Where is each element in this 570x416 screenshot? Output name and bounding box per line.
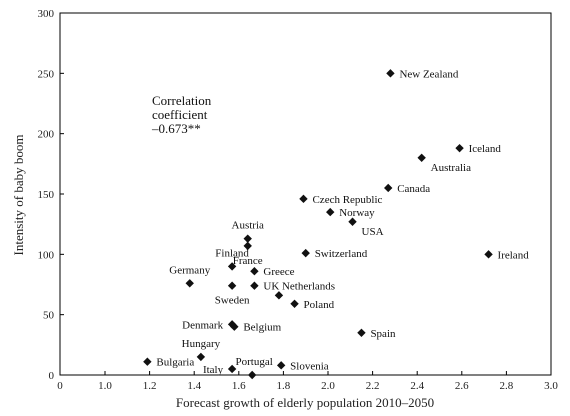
point-label: Czech Republic (312, 194, 382, 206)
data-point (301, 248, 310, 258)
x-tick-label: 2.0 (321, 380, 335, 392)
data-point (243, 241, 252, 251)
data-point (276, 361, 286, 370)
point-label: Slovenia (290, 360, 329, 372)
axes: 0 1.0 1.2 1.4 1.6 1.8 2.0 2.2 2.4 2.6 2.8 3.0 0 50 100… (38, 8, 559, 392)
y-tick-label: 250 (38, 68, 55, 80)
data-point (250, 281, 259, 290)
data-point (455, 143, 464, 153)
point-label: Bulgaria (156, 357, 194, 369)
x-tick-label: 1.0 (98, 380, 112, 392)
x-tick-label: 1.6 (232, 380, 246, 392)
data-point (348, 217, 357, 226)
point-label: Australia (431, 162, 471, 174)
point-label: Switzerland (315, 248, 368, 260)
data-point (243, 234, 252, 243)
y-tick-label: 50 (43, 310, 55, 322)
point-label: Netherlands (282, 280, 335, 292)
x-tick-label: 2.6 (455, 380, 469, 392)
point-label: Belgium (243, 322, 281, 334)
data-point (290, 299, 299, 309)
data-point (227, 281, 237, 290)
data-point (484, 250, 493, 259)
x-tick-label: 1.8 (277, 380, 291, 392)
data-point (143, 357, 152, 366)
y-tick-label: 200 (38, 129, 55, 141)
point-label: New Zealand (399, 68, 458, 80)
point-label: Austria (232, 220, 265, 232)
data-point (227, 364, 237, 374)
data-point (230, 322, 239, 331)
y-tick-label: 0 (49, 370, 55, 382)
x-tick-label: 2.2 (366, 380, 380, 392)
data-point (185, 279, 194, 288)
point-label: Finland (215, 247, 249, 259)
data-point (250, 267, 259, 276)
data-point (386, 69, 395, 78)
x-tick-label: 2.8 (500, 380, 514, 392)
point-label: Poland (304, 299, 335, 311)
point-label: Greece (263, 266, 294, 278)
y-tick-label: 100 (38, 249, 55, 261)
point-label: UK (263, 281, 279, 293)
x-tick-label: 1.4 (187, 380, 201, 392)
x-axis-label: Forecast growth of elderly population 20… (176, 395, 434, 410)
annotation-line: –0.673** (151, 121, 201, 136)
y-tick-label: 150 (38, 189, 55, 201)
point-label: Canada (397, 183, 430, 195)
point-label: Iceland (469, 143, 502, 155)
annotation-line: coefficient (152, 107, 208, 122)
data-point (326, 207, 335, 217)
data-point (417, 153, 426, 162)
x-tick-label: 1.2 (143, 380, 157, 392)
point-label: Ireland (498, 249, 530, 261)
point-label: France (233, 255, 263, 267)
data-point (196, 352, 206, 362)
point-label: Denmark (182, 319, 223, 331)
data-point (247, 370, 257, 380)
x-tick-label: 3.0 (544, 380, 558, 392)
point-label: Spain (370, 328, 396, 340)
x-tick-label: 2.4 (410, 380, 424, 392)
point-label: Portugal (236, 356, 273, 368)
point-label: Germany (169, 264, 210, 276)
data-point (227, 262, 237, 271)
data-point (274, 291, 284, 300)
x-tick-label: 0 (57, 380, 63, 392)
data-point (384, 183, 393, 193)
y-axis-label: Intensity of baby boom (11, 135, 26, 256)
point-label: Norway (339, 207, 375, 219)
annotation-line: Correlation (152, 93, 212, 108)
plot-frame (59, 12, 552, 376)
data-point (299, 194, 308, 204)
point-label: Hungary (182, 338, 221, 350)
point-label: USA (362, 226, 384, 238)
y-tick-label: 300 (38, 8, 55, 20)
data-point (357, 328, 366, 337)
point-label: Sweden (215, 295, 250, 307)
point-label: Italy (203, 364, 224, 376)
